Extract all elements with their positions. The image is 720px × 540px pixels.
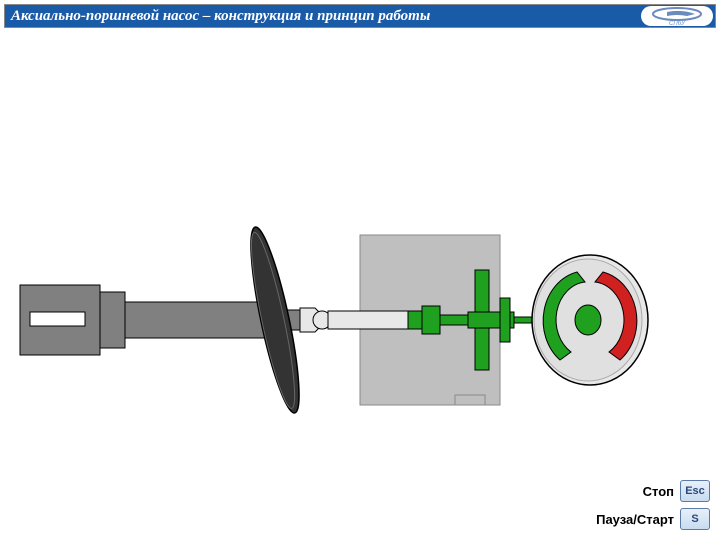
stop-label: Стоп	[643, 484, 674, 499]
pump-diagram	[0, 30, 720, 450]
piston-rod	[328, 311, 408, 329]
logo-text: СПбУ	[669, 21, 686, 26]
pause-label: Пауза/Старт	[596, 512, 674, 527]
port-plate	[532, 255, 648, 385]
playback-controls: Стоп Esc Пауза/Старт S	[596, 480, 710, 530]
pause-control: Пауза/Старт S	[596, 508, 710, 530]
s-key-button[interactable]: S	[680, 508, 710, 530]
piston-slipper	[300, 308, 331, 332]
title-bar: Аксиально-поршневой насос – конструкция …	[4, 4, 716, 28]
esc-key-button[interactable]: Esc	[680, 480, 710, 502]
connector-pin	[514, 317, 534, 323]
page-title: Аксиально-поршневой насос – конструкция …	[5, 8, 430, 25]
logo-container: СПбУ	[639, 5, 715, 27]
stop-control: Стоп Esc	[596, 480, 710, 502]
diagram-canvas	[0, 30, 720, 450]
logo: СПбУ	[641, 6, 713, 26]
